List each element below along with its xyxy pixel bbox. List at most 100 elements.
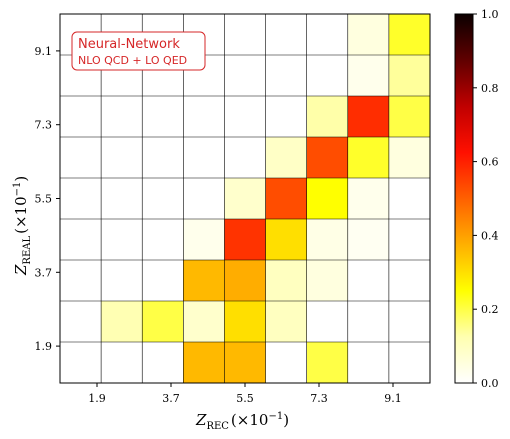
heatmap-cell (388, 96, 430, 137)
heatmap-cell (142, 137, 184, 178)
heatmap-cell (101, 260, 143, 301)
y-tick-label: 7.3 (35, 119, 53, 132)
heatmap-cell (265, 342, 307, 383)
heatmap-cell (101, 96, 143, 137)
y-tick-label: 9.1 (35, 45, 53, 58)
colorbar-tick-label: 0.6 (481, 156, 499, 169)
heatmap-cell (183, 137, 225, 178)
heatmap-cell (306, 178, 348, 219)
heatmap-cell (224, 178, 266, 219)
x-axis-label: ZREC (×10−1) (195, 411, 289, 432)
heatmap-cell (347, 260, 389, 301)
y-tick-label: 5.5 (35, 193, 53, 206)
colorbar-ticks: 0.0 0.2 0.4 0.6 0.8 1.0 (473, 8, 499, 390)
heatmap-cell (265, 137, 307, 178)
heatmap-cell (306, 301, 348, 342)
heatmap-cell (388, 178, 430, 219)
heatmap-cell (306, 55, 348, 96)
heatmap-cell (183, 260, 225, 301)
colorbar-tick-label: 0.2 (481, 303, 499, 316)
annotation-line-2: NLO QCD + LO QED (78, 54, 187, 67)
heatmap-cell (183, 178, 225, 219)
heatmap-cell (101, 178, 143, 219)
colorbar-tick-label: 0.4 (481, 229, 499, 242)
heatmap-cell (60, 96, 102, 137)
heatmap-cell (265, 260, 307, 301)
heatmap-cell (306, 137, 348, 178)
y-axis-ticks: 1.9 3.7 5.5 7.3 9.1 (35, 45, 60, 353)
heatmap-cell (183, 342, 225, 383)
heatmap-cell (347, 219, 389, 260)
heatmap-cell (101, 301, 143, 342)
heatmap-cell (265, 178, 307, 219)
y-tick-label: 1.9 (35, 340, 53, 353)
heatmap-cell (142, 178, 184, 219)
annotation-line-1: Neural-Network (78, 37, 180, 52)
heatmap-cell (224, 342, 266, 383)
heatmap-cell (347, 137, 389, 178)
y-tick-label: 3.7 (35, 266, 53, 279)
x-axis-label-close: ) (283, 411, 289, 429)
x-tick-label: 5.5 (236, 392, 254, 405)
y-axis-label-exp: −1 (12, 182, 23, 197)
heatmap-cell (183, 96, 225, 137)
heatmap-cell (347, 178, 389, 219)
heatmap-cell (142, 219, 184, 260)
heatmap-cell (60, 137, 102, 178)
heatmap-cell (142, 96, 184, 137)
heatmap-cell (60, 178, 102, 219)
heatmap-cell (101, 137, 143, 178)
heatmap-cell (60, 219, 102, 260)
y-axis-label-sub: REAL (22, 236, 33, 265)
heatmap-cell (183, 301, 225, 342)
heatmap-cell (388, 14, 430, 55)
heatmap-cell (306, 342, 348, 383)
colorbar-tick-label: 0.8 (481, 82, 499, 95)
heatmap-cell (347, 301, 389, 342)
heatmap-cell (347, 96, 389, 137)
heatmap-cell (347, 14, 389, 55)
x-tick-label: 7.3 (310, 392, 328, 405)
heatmap-cell (101, 219, 143, 260)
y-axis-label-main: Z (12, 264, 30, 276)
heatmap-cell (60, 260, 102, 301)
heatmap-cell (306, 96, 348, 137)
heatmap-cell (224, 301, 266, 342)
heatmap-cell (224, 14, 266, 55)
annotation-box: Neural-Network NLO QCD + LO QED (71, 31, 206, 71)
x-tick-label: 3.7 (162, 392, 180, 405)
heatmap-cell (347, 342, 389, 383)
colorbar (454, 13, 474, 384)
heatmap-cell (142, 260, 184, 301)
heatmap-cell (388, 260, 430, 301)
heatmap-cell (306, 260, 348, 301)
heatmap-cell (60, 301, 102, 342)
heatmap-cell (224, 260, 266, 301)
heatmap-cell (224, 96, 266, 137)
heatmap-cell (265, 219, 307, 260)
x-axis-label-sub: REC (206, 421, 229, 432)
heatmap-cell (60, 342, 102, 383)
heatmap-cell (388, 219, 430, 260)
heatmap-cell (142, 342, 184, 383)
y-axis-label-unit: (×10 (12, 196, 30, 234)
heatmap-cell (388, 55, 430, 96)
heatmap-cell (142, 301, 184, 342)
heatmap-cell (347, 55, 389, 96)
grid-lines (60, 14, 430, 383)
colorbar-tick-label: 0.0 (481, 377, 499, 390)
x-axis-label-exp: −1 (268, 411, 283, 422)
heatmap-cell (265, 301, 307, 342)
heatmap-cell (388, 137, 430, 178)
x-axis-ticks: 1.9 3.7 5.5 7.3 9.1 (88, 383, 402, 405)
colorbar-tick-label: 1.0 (481, 8, 499, 21)
y-axis-label: ZREAL (×10−1) (12, 176, 33, 276)
heatmap-cell (306, 219, 348, 260)
heatmap-cell (265, 14, 307, 55)
y-axis-label-close: ) (12, 176, 30, 182)
heatmap-cell (183, 219, 225, 260)
x-tick-label: 1.9 (88, 392, 106, 405)
x-axis-label-unit: (×10 (231, 411, 269, 429)
heatmap-cell (224, 219, 266, 260)
